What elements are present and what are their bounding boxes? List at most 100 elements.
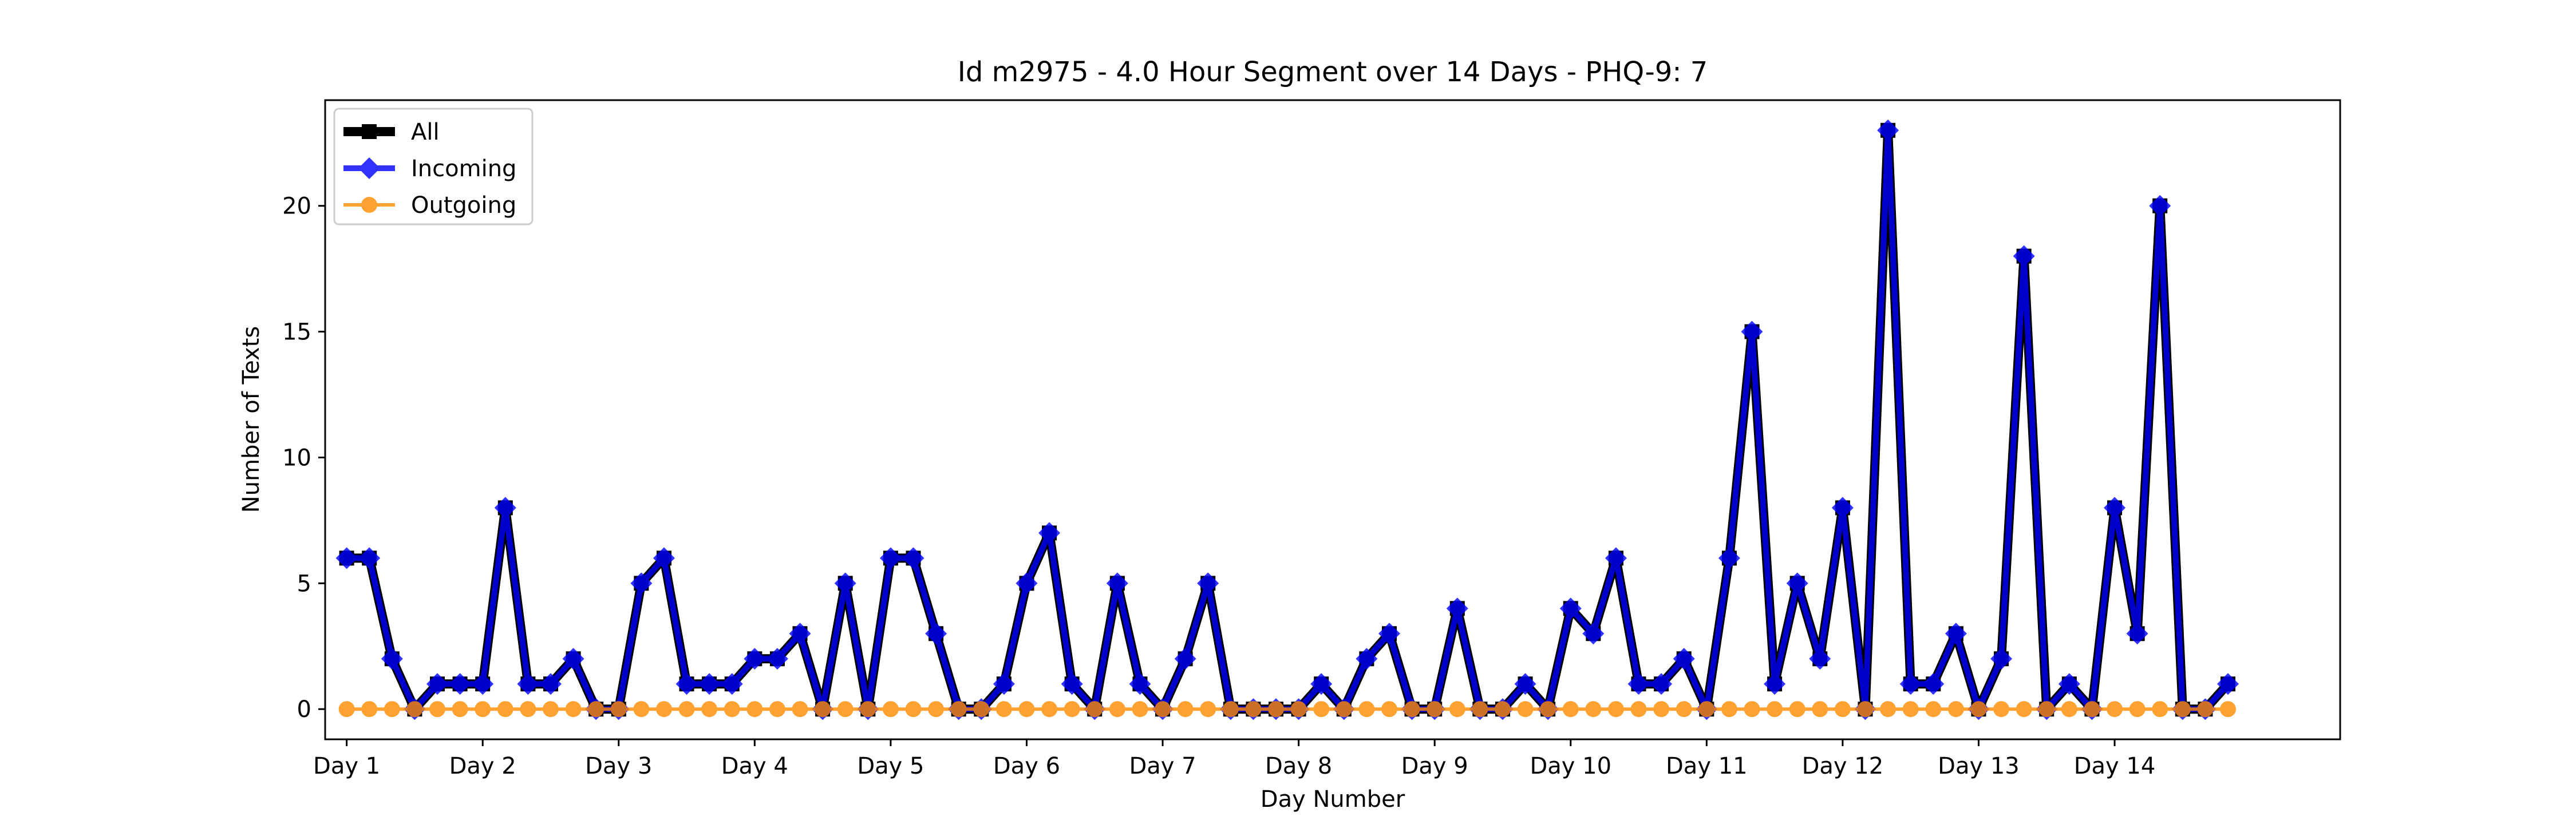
data-point-incoming bbox=[721, 673, 743, 695]
data-point-outgoing bbox=[2197, 701, 2214, 718]
data-point-outgoing bbox=[1947, 701, 1964, 718]
series-incoming bbox=[335, 119, 2239, 720]
data-point-outgoing bbox=[1086, 701, 1103, 718]
data-point-incoming bbox=[653, 547, 675, 569]
data-point-outgoing bbox=[2220, 701, 2237, 718]
data-point-incoming bbox=[1877, 119, 1899, 141]
data-point-outgoing bbox=[497, 701, 513, 718]
x-tick-label: Day 2 bbox=[449, 753, 516, 779]
legend-item-outgoing bbox=[343, 197, 395, 213]
data-point-incoming bbox=[1378, 623, 1400, 645]
data-point-incoming bbox=[1945, 623, 1967, 645]
data-point-outgoing bbox=[2084, 701, 2100, 718]
data-point-outgoing bbox=[610, 701, 627, 718]
data-point-outgoing bbox=[384, 701, 400, 718]
data-point-incoming bbox=[494, 497, 516, 519]
data-point-outgoing bbox=[1245, 701, 1262, 718]
data-point-incoming bbox=[381, 648, 403, 670]
data-point-outgoing bbox=[2038, 701, 2055, 718]
data-point-outgoing bbox=[1993, 701, 2010, 718]
data-point-outgoing bbox=[1970, 701, 1987, 718]
data-point-incoming bbox=[1990, 648, 2013, 670]
data-point-outgoing bbox=[1268, 701, 1285, 718]
data-point-outgoing bbox=[2152, 701, 2168, 718]
data-point-outgoing bbox=[837, 701, 854, 718]
data-point-outgoing bbox=[406, 701, 423, 718]
x-tick-label: Day 5 bbox=[857, 753, 924, 779]
data-point-outgoing bbox=[429, 701, 445, 718]
data-point-incoming bbox=[517, 673, 539, 695]
data-point-outgoing bbox=[678, 701, 695, 718]
y-axis-label: Number of Texts bbox=[238, 326, 264, 513]
data-point-outgoing bbox=[1789, 701, 1805, 718]
data-point-outgoing bbox=[475, 701, 491, 718]
data-point-outgoing bbox=[1607, 701, 1624, 718]
data-point-outgoing bbox=[1517, 701, 1534, 718]
data-point-outgoing bbox=[655, 701, 672, 718]
chart-title: Id m2975 - 4.0 Hour Segment over 14 Days… bbox=[958, 56, 1708, 88]
data-point-outgoing bbox=[973, 701, 990, 718]
data-point-incoming bbox=[1582, 623, 1605, 645]
x-tick-label: Day 4 bbox=[721, 753, 788, 779]
data-point-outgoing bbox=[905, 701, 922, 718]
data-point-incoming bbox=[766, 648, 788, 670]
data-point-incoming bbox=[1514, 673, 1536, 695]
x-tick-label: Day 10 bbox=[1530, 753, 1611, 779]
data-point-outgoing bbox=[1834, 701, 1851, 718]
x-tick-label: Day 1 bbox=[313, 753, 380, 779]
y-tick-label: 10 bbox=[282, 445, 311, 471]
data-point-outgoing bbox=[1698, 701, 1715, 718]
legend: All Incoming Outgoing bbox=[333, 108, 534, 225]
data-point-outgoing bbox=[792, 701, 808, 718]
x-tick-label: Day 6 bbox=[993, 753, 1060, 779]
x-tick-label: Day 7 bbox=[1129, 753, 1196, 779]
data-point-outgoing bbox=[1200, 701, 1216, 718]
data-point-outgoing bbox=[860, 701, 876, 718]
data-point-incoming bbox=[2126, 623, 2148, 645]
data-point-outgoing bbox=[1721, 701, 1737, 718]
data-point-outgoing bbox=[1041, 701, 1058, 718]
data-point-outgoing bbox=[1064, 701, 1080, 718]
data-point-outgoing bbox=[701, 701, 718, 718]
data-point-outgoing bbox=[1653, 701, 1670, 718]
data-point-incoming bbox=[1061, 673, 1083, 695]
data-point-outgoing bbox=[633, 701, 650, 718]
series-line-incoming bbox=[343, 127, 2231, 712]
data-point-outgoing bbox=[1744, 701, 1760, 718]
data-point-outgoing bbox=[1676, 701, 1692, 718]
legend-label: All bbox=[411, 119, 440, 145]
data-point-incoming bbox=[562, 648, 584, 670]
data-point-outgoing bbox=[1132, 701, 1148, 718]
data-point-incoming bbox=[1673, 648, 1695, 670]
y-tick-label: 20 bbox=[282, 193, 311, 220]
data-point-outgoing bbox=[1630, 701, 1647, 718]
data-point-incoming bbox=[630, 572, 653, 595]
legend-swatch-marker bbox=[361, 197, 377, 213]
data-point-outgoing bbox=[1562, 701, 1579, 718]
data-point-outgoing bbox=[1336, 701, 1352, 718]
data-point-outgoing bbox=[520, 701, 536, 718]
data-point-incoming bbox=[1559, 597, 1582, 620]
data-point-outgoing bbox=[928, 701, 945, 718]
x-tick-label: Day 3 bbox=[585, 753, 652, 779]
legend-swatch-marker bbox=[358, 157, 380, 179]
data-point-incoming bbox=[1809, 648, 1831, 670]
data-point-incoming bbox=[2013, 245, 2035, 267]
data-point-outgoing bbox=[565, 701, 582, 718]
data-point-incoming bbox=[744, 648, 766, 670]
data-point-incoming bbox=[1174, 648, 1196, 670]
data-point-outgoing bbox=[1381, 701, 1397, 718]
data-point-incoming bbox=[1129, 673, 1151, 695]
data-point-incoming bbox=[879, 547, 902, 569]
data-point-outgoing bbox=[1925, 701, 1942, 718]
data-point-incoming bbox=[789, 623, 811, 645]
data-point-incoming bbox=[1786, 572, 1808, 595]
data-point-outgoing bbox=[1109, 701, 1125, 718]
x-tick-label: Day 9 bbox=[1401, 753, 1468, 779]
x-tick-label: Day 12 bbox=[1802, 753, 1884, 779]
series-outgoing bbox=[338, 701, 2237, 718]
legend-label: Outgoing bbox=[411, 192, 516, 219]
plot-area-frame bbox=[324, 99, 2341, 740]
